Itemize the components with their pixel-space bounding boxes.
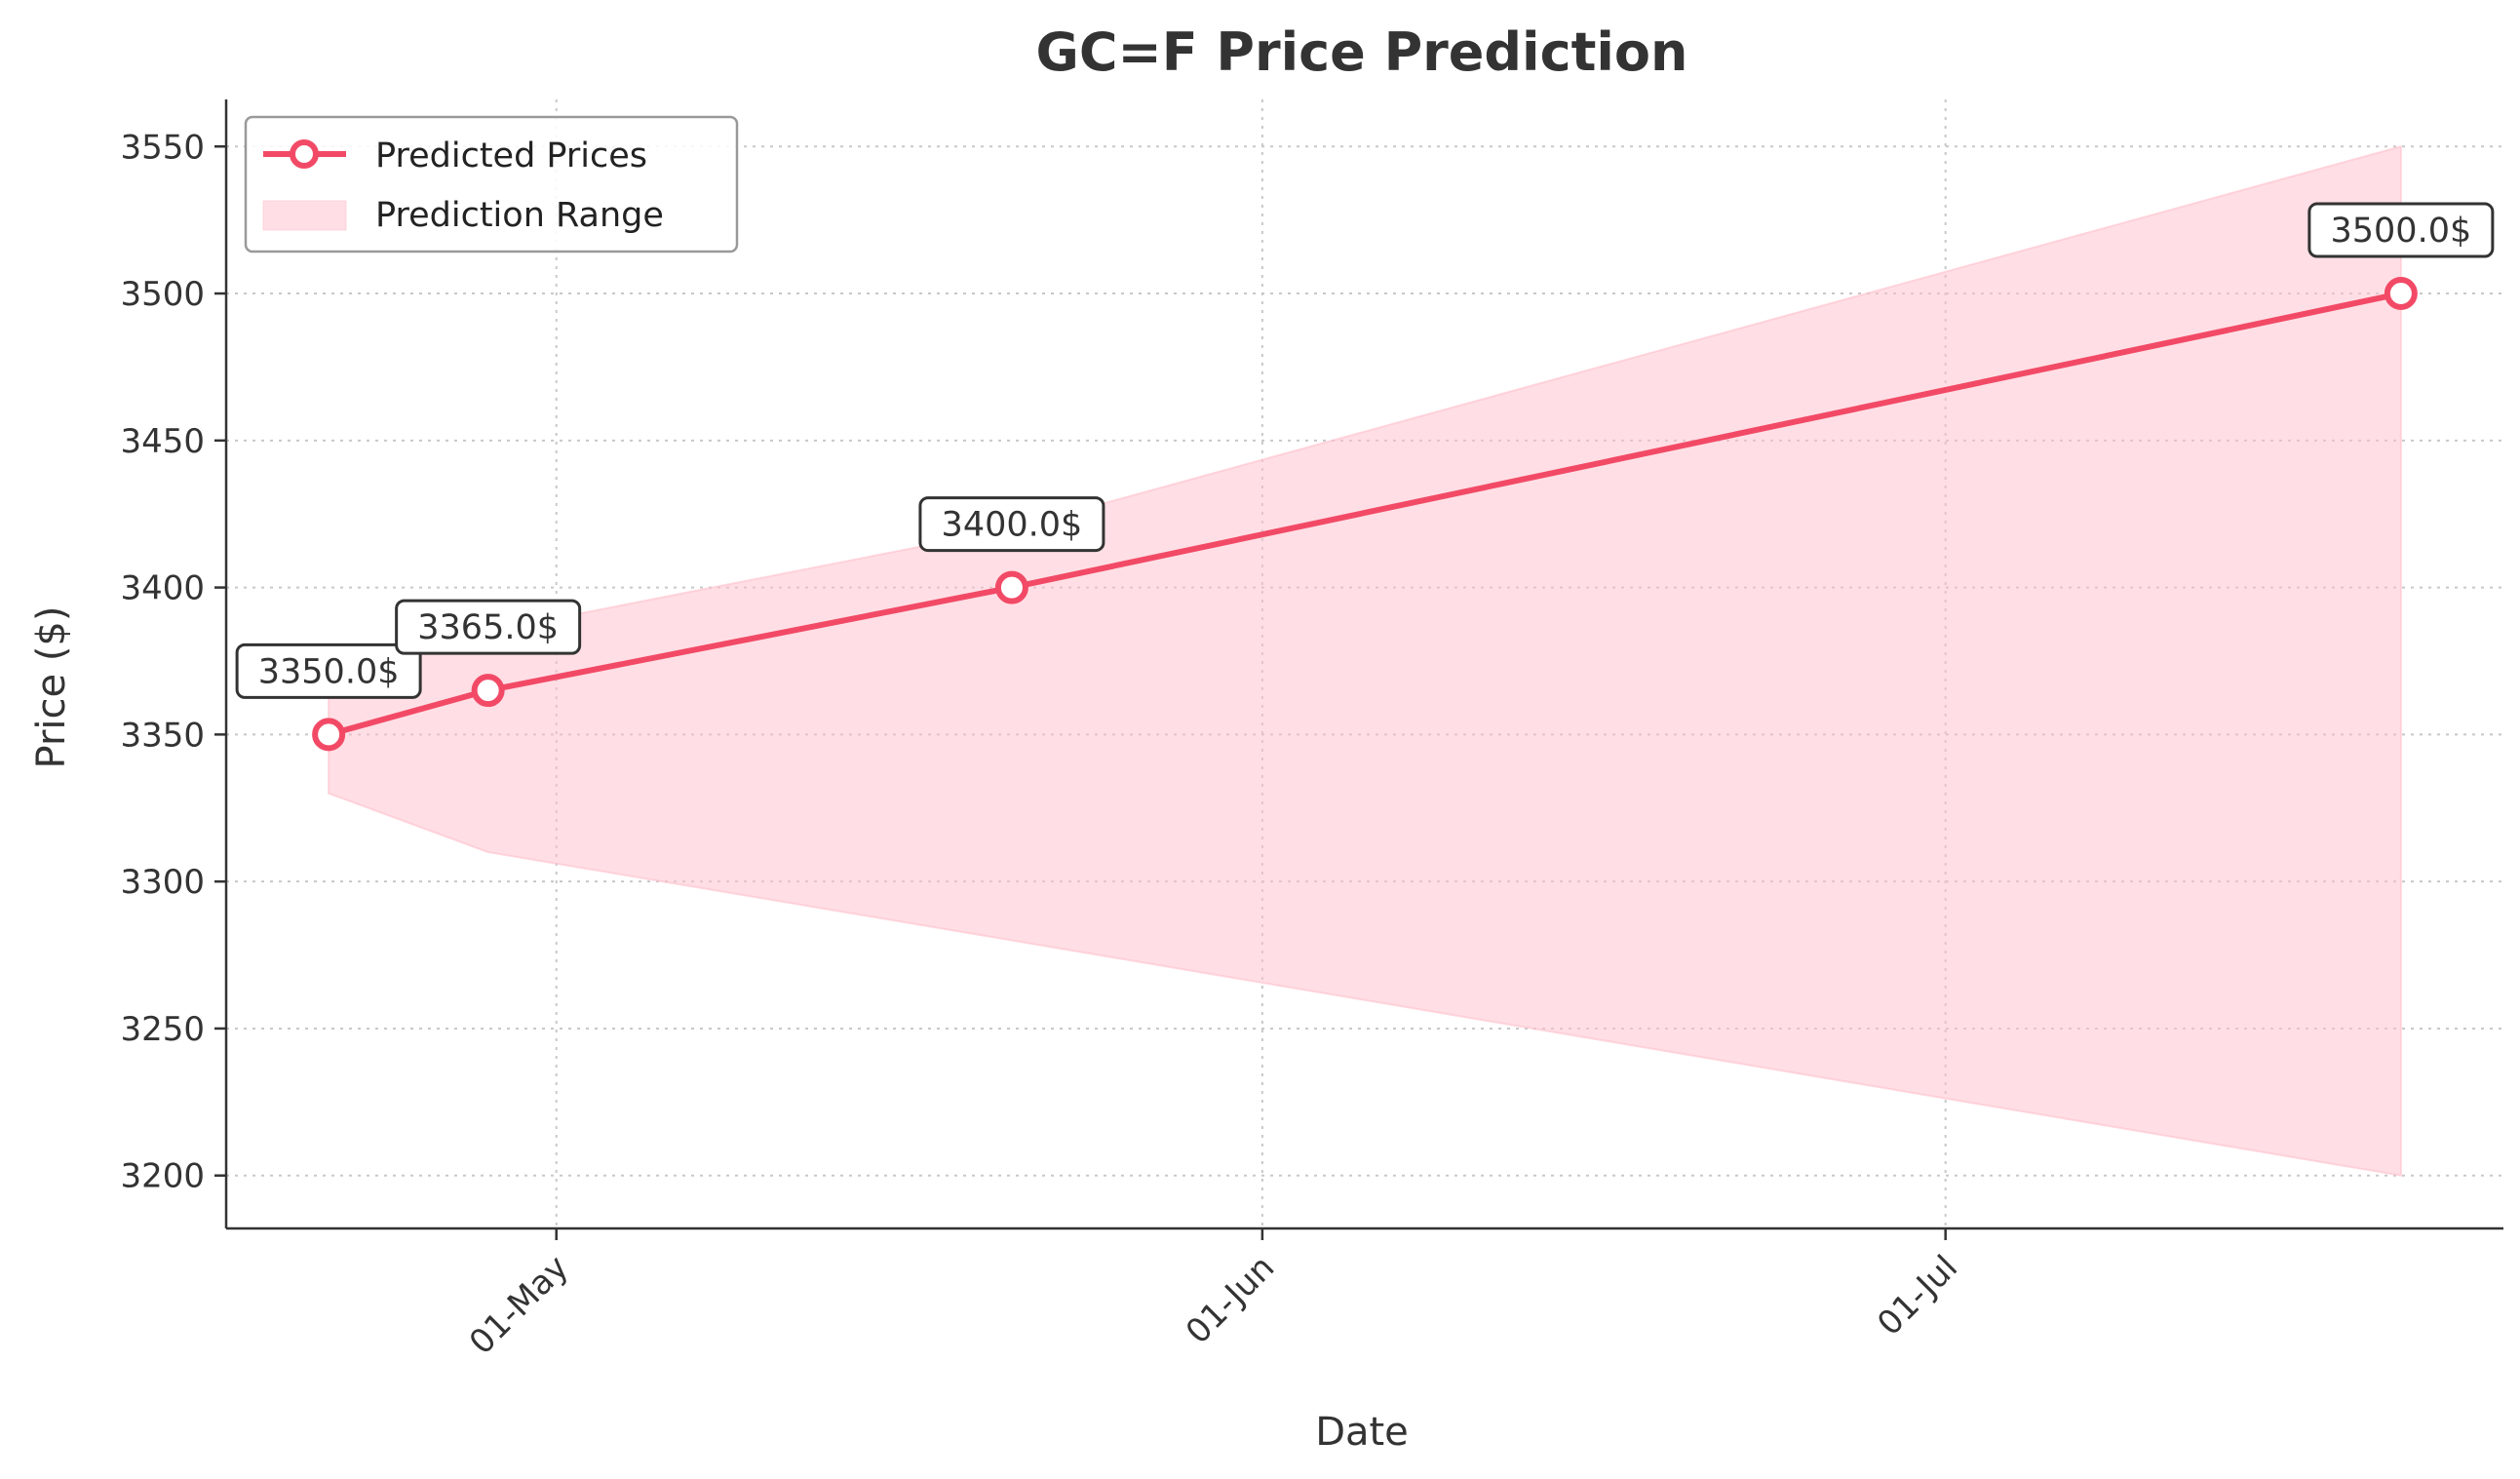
data-label-box: [2307, 202, 2495, 258]
data-label: 3400.0$: [918, 496, 1105, 553]
y-tick-label: 3400: [120, 569, 205, 608]
predicted-price-point: [994, 570, 1028, 604]
chart-title: GC=F Price Prediction: [1036, 21, 1688, 83]
data-label-text: 3400.0$: [942, 506, 1083, 545]
legend-label-range: Prediction Range: [375, 196, 664, 235]
y-tick-label: 3500: [120, 275, 205, 314]
y-tick-label: 3300: [120, 863, 205, 902]
data-label-text: 3350.0$: [258, 652, 400, 691]
y-tick-label: 3200: [120, 1157, 205, 1196]
y-tick-label: 3350: [120, 716, 205, 755]
data-label-text: 3365.0$: [417, 608, 559, 647]
data-label-text: 3500.0$: [2331, 212, 2472, 251]
legend-label-predicted: Predicted Prices: [375, 136, 647, 175]
predicted-price-line: [328, 291, 2402, 738]
y-tick-label: 3250: [120, 1010, 205, 1049]
predicted-price-point: [2384, 277, 2418, 311]
y-tick-label: 3450: [120, 422, 205, 461]
axes: [214, 99, 2503, 1240]
predicted-price-point: [312, 718, 346, 752]
data-label: 3350.0$: [235, 642, 422, 699]
y-axis-label: Price ($): [29, 606, 74, 769]
legend: Predicted Prices Prediction Range: [244, 115, 739, 253]
data-label-box: [918, 496, 1105, 553]
x-axis-label: Date: [1315, 1410, 1409, 1455]
data-label-box: [235, 642, 422, 699]
predicted-price-point: [471, 674, 505, 708]
data-label-box: [395, 599, 582, 655]
y-tick-label: 3550: [120, 128, 205, 167]
predicted-prices-series: [312, 277, 2418, 752]
data-label: 3365.0$: [395, 599, 582, 655]
data-label: 3500.0$: [2307, 202, 2495, 258]
legend-marker-swatch: [290, 139, 319, 169]
data-labels: 3350.0$ 3365.0$ 3400.0$ 3500.0$: [235, 202, 2495, 699]
legend-range-swatch: [262, 200, 347, 231]
legend-box: [244, 115, 739, 253]
